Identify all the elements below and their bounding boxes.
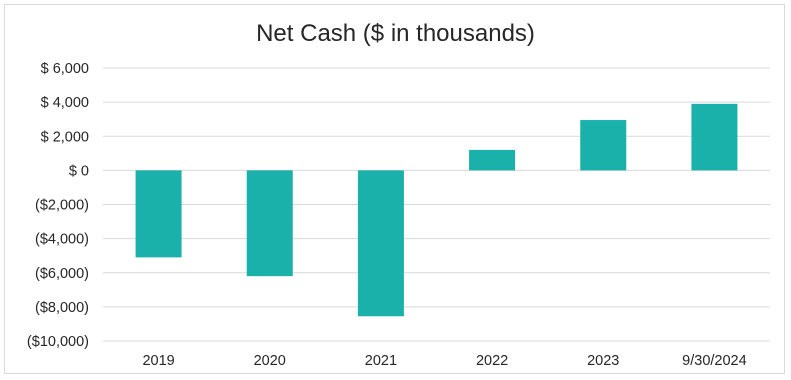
y-tick-label: ($10,000) [27, 334, 89, 350]
bar-2022 [469, 149, 516, 171]
x-tick-label: 2023 [587, 353, 619, 369]
y-tick-label: $ 4,000 [41, 95, 89, 111]
x-tick-label: 2020 [254, 353, 286, 369]
chart-title: Net Cash ($ in thousands) [256, 20, 535, 47]
y-axis-tick-labels: $ 6,000 $ 4,000 $ 2,000 $ 0 ($2,000) ($4,000)… [27, 61, 89, 350]
y-tick-label: ($2,000) [35, 198, 89, 214]
bar-2023 [580, 120, 627, 171]
x-tick-label: 2022 [476, 353, 508, 369]
y-tick-label: $ 2,000 [41, 129, 89, 145]
x-tick-label: 2021 [365, 353, 397, 369]
x-axis-tick-labels: 2019 2020 2021 2022 2023 9/30/2024 [142, 353, 746, 369]
y-tick-label: $ 0 [69, 163, 89, 179]
gridlines [103, 67, 770, 342]
y-tick-label: $ 6,000 [41, 61, 89, 77]
y-tick-label: ($6,000) [35, 266, 89, 282]
y-tick-label: ($4,000) [35, 232, 89, 248]
y-tick-label: ($8,000) [35, 300, 89, 316]
bar-2020 [246, 170, 293, 277]
x-tick-label: 2019 [142, 353, 174, 369]
x-tick-label: 9/30/2024 [682, 353, 747, 369]
bar-2019 [135, 170, 182, 258]
bar-2021 [357, 170, 404, 317]
bar-9-30-2024 [691, 103, 738, 171]
bars [135, 103, 738, 317]
